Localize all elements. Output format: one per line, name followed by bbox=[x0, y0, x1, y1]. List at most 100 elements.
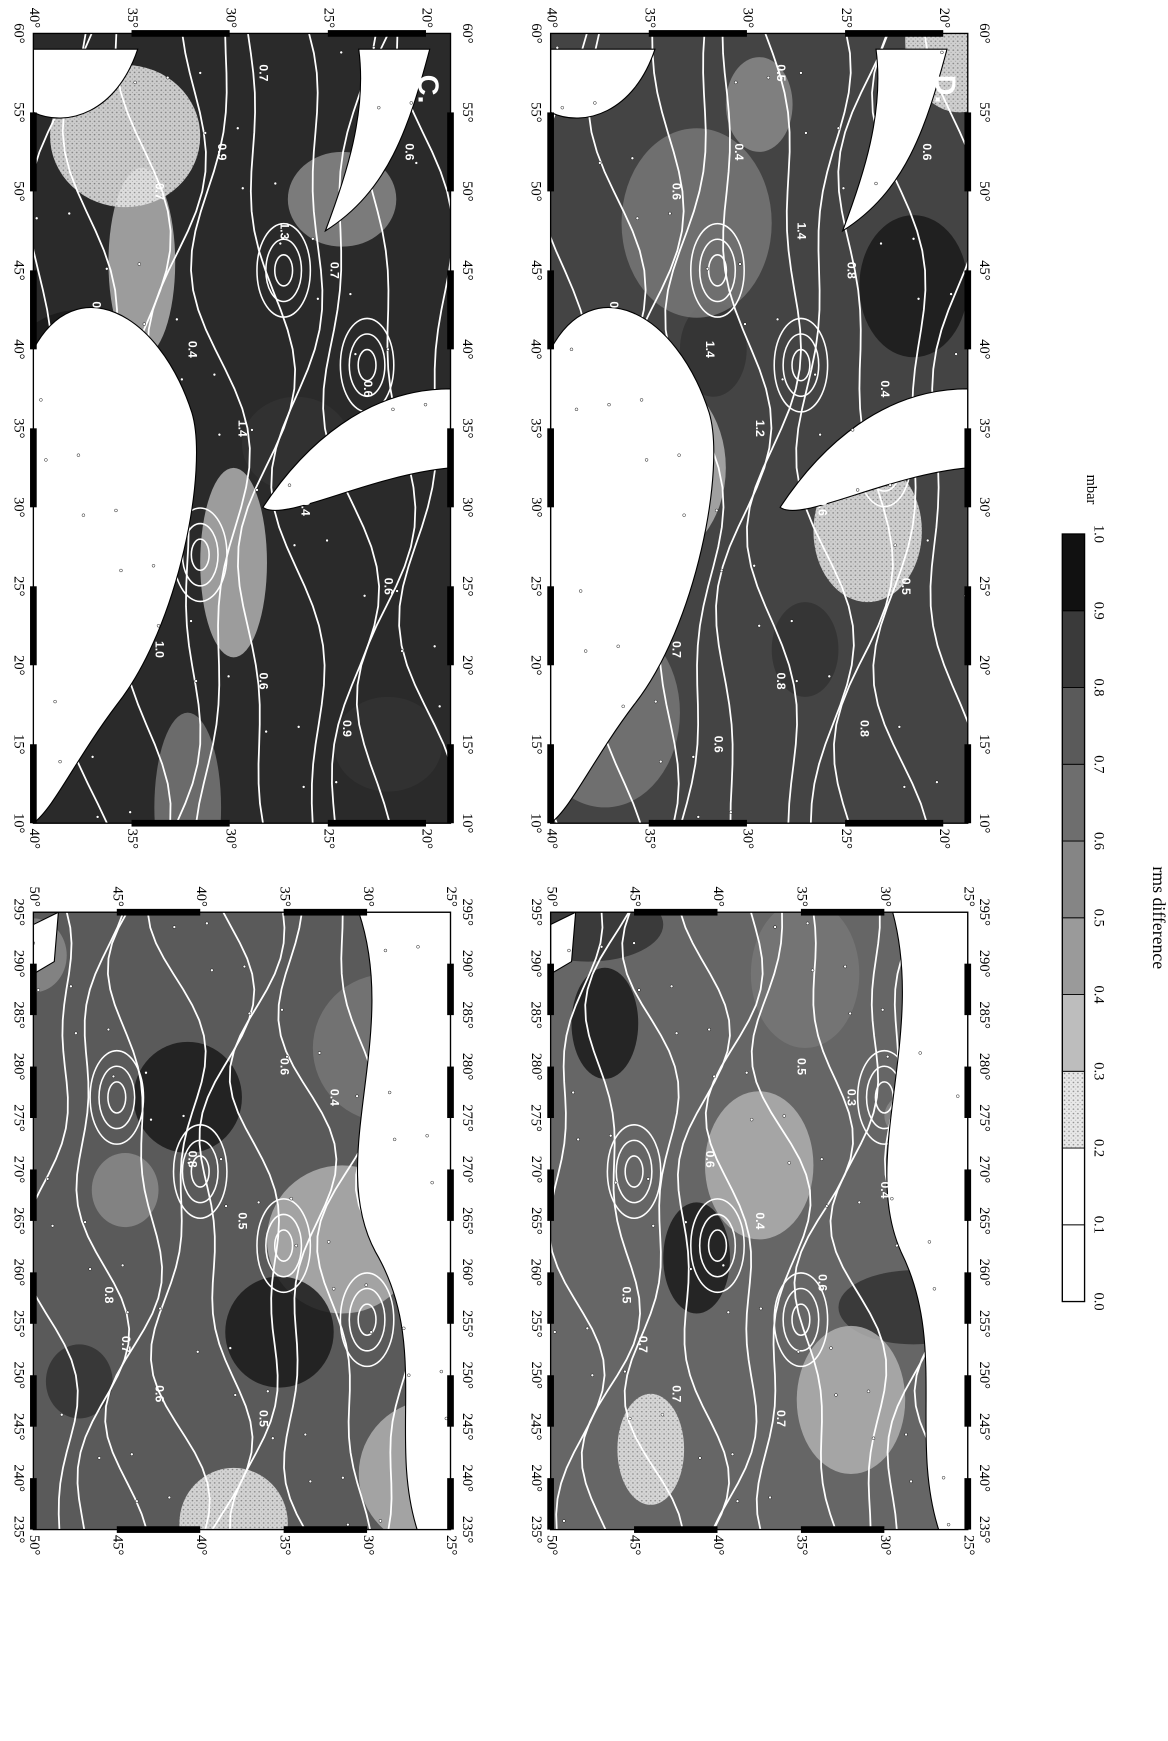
colorbar-label: rms difference bbox=[1149, 866, 1168, 969]
white-area bbox=[357, 912, 451, 1530]
lon-label: 255° bbox=[10, 1310, 26, 1338]
station bbox=[180, 377, 184, 382]
station bbox=[386, 347, 390, 352]
lat-label: 40° bbox=[193, 887, 209, 907]
lon-label: 50° bbox=[459, 181, 475, 201]
lon-label: 265° bbox=[10, 1207, 26, 1235]
station bbox=[560, 106, 564, 110]
lon-label: 275° bbox=[459, 1104, 475, 1132]
map-panel: 0.6 1.0 0.9 0.8 1.4 1.3 0.4 0.7 0.6 0.4 0.9 0.6 0.7 0… bbox=[10, 8, 475, 849]
station bbox=[133, 80, 137, 85]
station bbox=[735, 1499, 740, 1503]
station bbox=[926, 538, 930, 543]
station bbox=[144, 1071, 148, 1075]
station bbox=[574, 407, 579, 412]
station bbox=[691, 755, 695, 759]
contour-line bbox=[237, 33, 297, 824]
station bbox=[696, 815, 700, 819]
lat-label: 30° bbox=[877, 887, 893, 907]
station bbox=[879, 241, 883, 246]
frame-bar bbox=[964, 1066, 972, 1119]
station bbox=[804, 131, 808, 135]
station bbox=[105, 267, 109, 271]
frame-bar bbox=[648, 819, 747, 827]
frame-bar bbox=[447, 112, 454, 192]
frame-bar bbox=[547, 1066, 554, 1119]
lon-label: 15° bbox=[528, 734, 544, 754]
station bbox=[198, 71, 202, 75]
station bbox=[843, 964, 847, 969]
station bbox=[203, 131, 207, 135]
frame-bar bbox=[547, 270, 554, 350]
station bbox=[834, 1393, 838, 1397]
station bbox=[866, 1389, 871, 1393]
station bbox=[224, 1204, 228, 1208]
station bbox=[303, 1432, 308, 1437]
colorbar-swatch bbox=[1061, 763, 1086, 842]
lon-label: 270° bbox=[976, 1156, 992, 1184]
contour-ring bbox=[624, 1155, 644, 1188]
contour-label: 0.6 bbox=[403, 143, 417, 160]
lat-label: 30° bbox=[877, 1535, 893, 1555]
map-content: 0.5 0.6 0.7 0.8 0.5 0.6 0.8 0.4 0.4 bbox=[33, 912, 451, 1530]
station bbox=[181, 1114, 186, 1118]
contour-line bbox=[750, 912, 812, 1530]
colorbar-tick-label: 0.6 bbox=[1091, 832, 1107, 850]
lat-label: 30° bbox=[360, 1535, 376, 1555]
station bbox=[135, 1499, 139, 1503]
station bbox=[255, 488, 259, 492]
station bbox=[609, 1134, 613, 1138]
contour-label: 1.4 bbox=[703, 341, 717, 358]
contour-label: 0.8 bbox=[845, 262, 859, 279]
lon-label: 30° bbox=[976, 497, 992, 517]
station bbox=[36, 988, 41, 992]
contour-label: 0.8 bbox=[186, 1151, 200, 1168]
station bbox=[766, 75, 771, 80]
station bbox=[391, 407, 395, 412]
station bbox=[927, 1240, 932, 1244]
lon-label: 240° bbox=[459, 1464, 475, 1492]
station bbox=[644, 458, 649, 462]
lat-label: 40° bbox=[26, 8, 42, 28]
station bbox=[228, 1346, 232, 1350]
station bbox=[632, 941, 636, 945]
lat-label: 35° bbox=[124, 829, 140, 849]
frame-bar bbox=[964, 1169, 972, 1221]
station bbox=[734, 80, 738, 85]
contour-ring bbox=[773, 1272, 829, 1368]
station bbox=[247, 1011, 252, 1016]
white-area bbox=[33, 912, 59, 975]
lon-label: 280° bbox=[976, 1053, 992, 1081]
lon-label: 235° bbox=[528, 1516, 544, 1544]
shade-patch bbox=[663, 1202, 730, 1314]
lat-label: 25° bbox=[960, 887, 976, 907]
lon-label: 15° bbox=[10, 734, 26, 754]
contour-label: 0.6 bbox=[152, 1385, 166, 1402]
lon-label: 50° bbox=[10, 181, 26, 201]
lon-label: 270° bbox=[10, 1156, 26, 1184]
contour-ring bbox=[791, 348, 811, 382]
station bbox=[425, 1134, 429, 1138]
station bbox=[775, 317, 780, 322]
contour-label: 0.7 bbox=[327, 262, 341, 279]
colorbar-swatch bbox=[1061, 994, 1086, 1072]
station bbox=[362, 594, 367, 598]
station bbox=[829, 1346, 833, 1350]
colorbar-tick-label: 0.4 bbox=[1091, 985, 1107, 1003]
station bbox=[280, 1008, 284, 1012]
contour-ring bbox=[348, 333, 386, 398]
station bbox=[932, 1287, 937, 1291]
frame-bar bbox=[547, 1375, 554, 1427]
contour-label: 0.5 bbox=[236, 1212, 250, 1229]
frame-bar bbox=[447, 1169, 454, 1221]
station bbox=[172, 925, 177, 929]
station bbox=[186, 1161, 191, 1165]
lon-label: 35° bbox=[528, 418, 544, 438]
station bbox=[813, 372, 817, 377]
station bbox=[660, 1413, 665, 1417]
contour-ring bbox=[690, 222, 745, 318]
colorbar-swatch bbox=[1061, 1070, 1086, 1149]
lon-label: 30° bbox=[459, 497, 475, 517]
colorbar-tick-label: 0.0 bbox=[1091, 1293, 1107, 1311]
white-area bbox=[550, 307, 715, 824]
